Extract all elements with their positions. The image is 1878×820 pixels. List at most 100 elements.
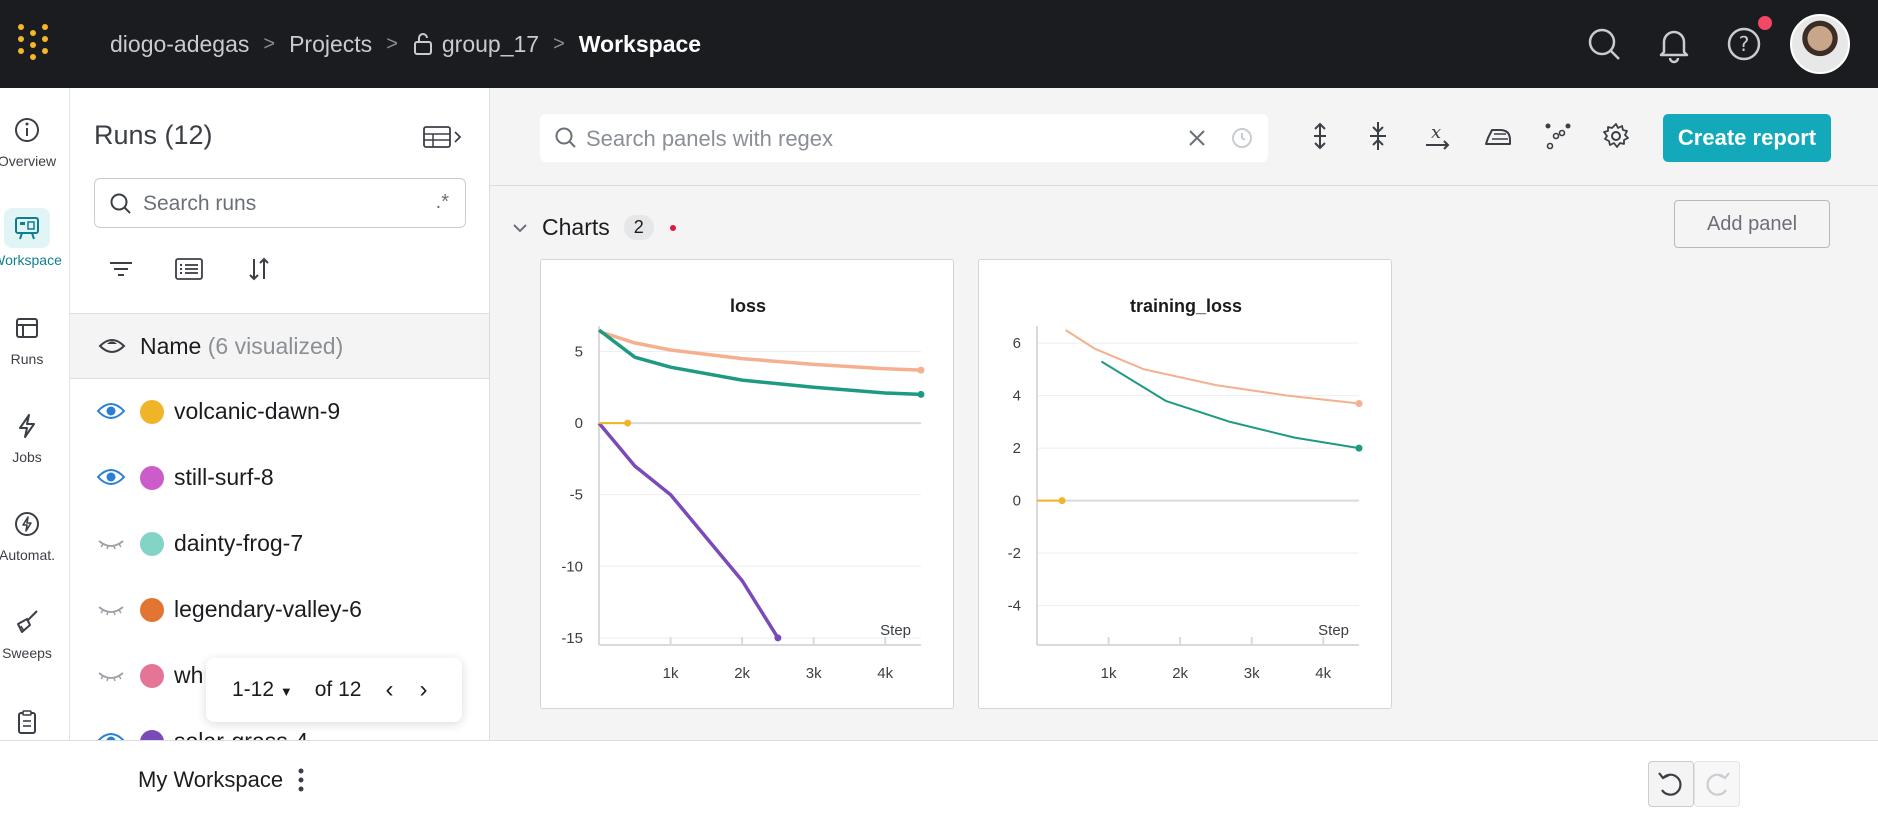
nav-overview[interactable]: Overview: [0, 116, 62, 169]
run-name[interactable]: wh: [174, 662, 204, 688]
search-runs-input[interactable]: Search runs .*: [94, 178, 466, 228]
run-name[interactable]: volcanic-dawn-9: [174, 398, 341, 424]
x-tick-label: 2k: [1172, 665, 1188, 682]
clear-icon[interactable]: [1186, 127, 1208, 149]
visualized-count: (6 visualized): [207, 333, 344, 359]
run-row[interactable]: wh: [70, 643, 489, 709]
help-icon[interactable]: ?: [1724, 22, 1764, 66]
nav-workspace-highlight: [4, 208, 50, 248]
redo-button[interactable]: [1694, 761, 1740, 807]
y-tick-label: 6: [1013, 335, 1021, 352]
series-end-point: [917, 390, 925, 398]
group-icon[interactable]: [174, 254, 204, 284]
run-color-dot[interactable]: [140, 664, 164, 688]
x-tick-label: 3k: [1244, 665, 1260, 682]
gear-icon[interactable]: [1600, 120, 1632, 152]
outliers-icon[interactable]: [1542, 120, 1574, 152]
prev-page-icon[interactable]: ‹: [385, 676, 394, 703]
run-row[interactable]: volcanic-dawn-9: [70, 379, 489, 445]
svg-text:?: ?: [1739, 32, 1750, 56]
chart-panel-loss[interactable]: loss 5 0 -5 -10 -15 1k 2k 3k 4k Step: [540, 259, 954, 709]
run-color-dot[interactable]: [140, 532, 164, 556]
nav-reports[interactable]: [0, 708, 62, 740]
history-icon[interactable]: [1230, 126, 1254, 150]
wandb-logo-icon[interactable]: [14, 24, 56, 64]
x-axis-label: Step: [880, 622, 911, 639]
smoothing-icon[interactable]: [1482, 120, 1514, 152]
bell-icon[interactable]: [1654, 22, 1694, 66]
page-range: 1-12: [232, 678, 275, 701]
y-tick-label: 0: [1013, 493, 1021, 510]
y-tick-label: 2: [1013, 440, 1021, 457]
name-column-title: Name: [140, 333, 202, 359]
nav-automations-label: Automat.: [0, 547, 56, 563]
expand-vertical-icon[interactable]: [1304, 120, 1336, 152]
run-row[interactable]: dainty-frog-7: [70, 511, 489, 577]
x-axis-icon[interactable]: x: [1422, 120, 1454, 152]
regex-toggle[interactable]: .*: [435, 191, 449, 213]
charts-section-header[interactable]: Charts 2: [510, 214, 676, 241]
eye-icon[interactable]: [96, 399, 126, 423]
eye-icon[interactable]: [96, 729, 126, 740]
undo-button[interactable]: [1648, 761, 1694, 807]
x-axis-label: Step: [1318, 622, 1349, 639]
clipboard-icon: [18, 710, 36, 734]
y-tick-label: -15: [561, 630, 583, 647]
chevron-down-icon[interactable]: [510, 218, 530, 238]
nav-sweeps[interactable]: Sweeps: [0, 608, 62, 661]
eye-off-icon[interactable]: [96, 597, 126, 621]
run-row[interactable]: still-surf-8: [70, 445, 489, 511]
run-name[interactable]: dainty-frog-7: [174, 530, 304, 556]
eye-off-icon[interactable]: [96, 663, 126, 687]
y-tick-label: -5: [570, 487, 583, 504]
search-icon[interactable]: [1584, 22, 1624, 66]
add-panel-button[interactable]: Add panel: [1674, 200, 1830, 248]
search-panels-input[interactable]: Search panels with regex: [540, 114, 1268, 162]
training-loss-chart: training_loss 6 4 2 0 -2 -4 1k 2k 3k 4k Step: [1008, 296, 1363, 682]
expand-table-icon[interactable]: [422, 124, 464, 150]
nav-workspace-label: Workspace: [0, 252, 62, 268]
breadcrumb-entity[interactable]: diogo-adegas: [110, 30, 250, 57]
breadcrumb-projects[interactable]: Projects: [289, 30, 373, 57]
run-color-dot[interactable]: [140, 400, 164, 424]
workspace-name[interactable]: My Workspace: [138, 767, 284, 792]
avatar[interactable]: [1790, 14, 1850, 74]
runs-panel: Runs (12) Search runs .*: [70, 88, 490, 740]
run-color-dot[interactable]: [140, 598, 164, 622]
run-row[interactable]: solar-grass-4: [70, 709, 489, 740]
create-report-button[interactable]: Create report: [1663, 114, 1831, 162]
run-row[interactable]: legendary-valley-6: [70, 577, 489, 643]
nav-runs[interactable]: Runs: [0, 314, 62, 367]
svg-text:x: x: [1431, 122, 1441, 143]
eye-icon[interactable]: [96, 465, 126, 489]
filter-icon[interactable]: [106, 254, 136, 284]
run-name[interactable]: still-surf-8: [174, 464, 274, 490]
run-name[interactable]: legendary-valley-6: [174, 596, 362, 622]
breadcrumb-project[interactable]: group_17: [441, 30, 540, 57]
eye-off-icon[interactable]: [96, 531, 126, 555]
run-color-dot[interactable]: [140, 466, 164, 490]
run-name[interactable]: solar-grass-4: [174, 728, 308, 740]
nav-automations[interactable]: Automat.: [0, 510, 62, 563]
eye-icon[interactable]: [98, 336, 126, 356]
info-icon: [15, 118, 39, 142]
next-page-icon[interactable]: ›: [419, 676, 428, 703]
loss-chart: loss 5 0 -5 -10 -15 1k 2k 3k 4k Step: [561, 296, 925, 682]
unsaved-dot: [669, 224, 676, 231]
page-size-select[interactable]: 1-12 ▼: [232, 678, 293, 702]
search-runs-placeholder: Search runs: [143, 192, 257, 215]
chevron-right-icon: >: [386, 32, 398, 55]
search-icon: [110, 193, 131, 214]
chart-panel-training-loss[interactable]: training_loss 6 4 2 0 -2 -4 1k 2k 3k 4k Step: [978, 259, 1392, 709]
x-tick-label: 1k: [1101, 665, 1117, 682]
x-tick-label: 4k: [1315, 665, 1331, 682]
more-options-icon[interactable]: [296, 767, 306, 793]
undo-icon: [1658, 772, 1682, 796]
bottom-bar: My Workspace: [0, 740, 1878, 820]
sort-icon[interactable]: [244, 254, 274, 284]
nav-workspace[interactable]: Workspace: [0, 208, 62, 268]
run-color-dot[interactable]: [140, 730, 164, 740]
collapse-vertical-icon[interactable]: [1362, 120, 1394, 152]
runs-pager: 1-12 ▼ of 12 ‹ ›: [206, 658, 462, 722]
nav-jobs[interactable]: Jobs: [0, 412, 62, 465]
